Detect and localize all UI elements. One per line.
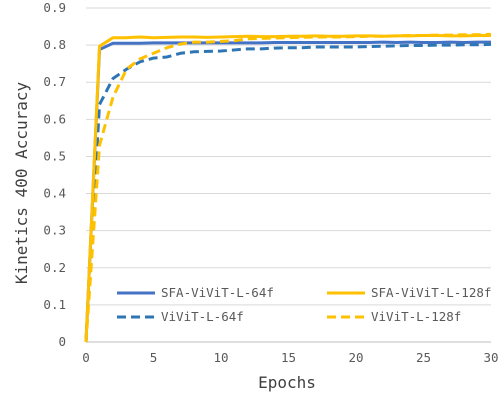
legend-label: ViViT-L-128f bbox=[371, 309, 461, 324]
x-tick-label: 30 bbox=[483, 350, 498, 365]
y-tick-label: 0.4 bbox=[43, 186, 66, 201]
y-tick-label: 0.9 bbox=[43, 0, 66, 15]
gridlines bbox=[86, 7, 491, 343]
x-tick-label: 25 bbox=[416, 350, 431, 365]
series-line-sfa-vivit-l-128f bbox=[84, 33, 491, 343]
x-tick-label: 5 bbox=[150, 350, 158, 365]
y-tick-label: 0.5 bbox=[43, 148, 66, 163]
series-line-vivit-l-64f bbox=[84, 42, 492, 343]
x-tick-label: 0 bbox=[82, 350, 90, 365]
y-tick-label: 0.1 bbox=[43, 297, 66, 312]
y-axis-ticks: 0 0.1 0.2 0.3 0.4 0.5 0.6 0.7 0.8 0.9 bbox=[43, 0, 66, 349]
y-tick-label: 0 bbox=[58, 334, 66, 349]
y-tick-label: 0.6 bbox=[43, 111, 66, 126]
x-tick-label: 15 bbox=[281, 350, 296, 365]
x-tick-label: 10 bbox=[213, 350, 228, 365]
series-lines bbox=[84, 32, 492, 343]
legend-label: SFA-ViViT-L-128f bbox=[371, 285, 491, 300]
legend-label: ViViT-L-64f bbox=[161, 309, 244, 324]
y-tick-label: 0.3 bbox=[43, 223, 66, 238]
y-tick-label: 0.8 bbox=[43, 37, 66, 52]
x-tick-label: 20 bbox=[348, 350, 363, 365]
legend: SFA-ViViT-L-64f SFA-ViViT-L-128f ViViT-L-6… bbox=[117, 285, 491, 324]
series-line-sfa-vivit-l-64f bbox=[84, 40, 491, 343]
x-axis-title: Epochs bbox=[258, 373, 316, 392]
y-axis-title: Kinetics 400 Accuracy bbox=[12, 81, 31, 284]
x-axis-ticks: 0 5 10 15 20 25 30 bbox=[82, 350, 498, 365]
legend-label: SFA-ViViT-L-64f bbox=[161, 285, 274, 300]
y-tick-label: 0.7 bbox=[43, 74, 66, 89]
y-tick-label: 0.2 bbox=[43, 260, 66, 275]
